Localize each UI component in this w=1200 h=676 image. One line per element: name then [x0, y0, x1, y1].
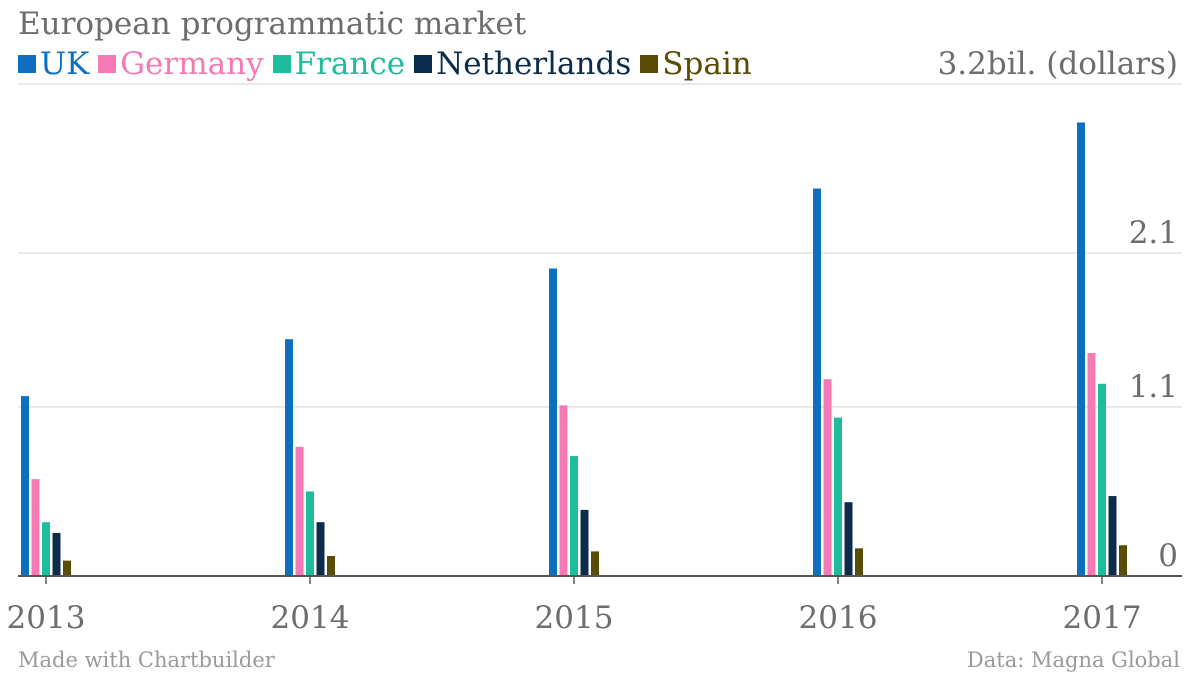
legend-swatch: [18, 55, 36, 73]
bar-uk-2016: [813, 188, 821, 577]
legend-item-france: France: [272, 46, 406, 82]
legend-item-netherlands: Netherlands: [414, 46, 631, 82]
bar-uk-2015: [549, 268, 557, 576]
bar-netherlands-2016: [844, 502, 853, 576]
footer-source: Data: Magna Global: [966, 648, 1180, 672]
legend-label: France: [294, 46, 406, 82]
bar-france-2013: [42, 522, 50, 576]
legend-label: Netherlands: [436, 46, 632, 82]
bar-germany-2014: [295, 446, 304, 576]
bar-germany-2016: [823, 379, 832, 576]
bar-uk-2017: [1077, 122, 1085, 576]
legend-item-uk: UK: [18, 46, 89, 82]
x-tick-label: 2016: [799, 600, 878, 636]
legend-swatch: [414, 55, 433, 73]
y-tick-label: 1.1: [1129, 369, 1178, 405]
y-tick-label: 0: [1158, 538, 1178, 574]
bar-netherlands-2013: [52, 532, 61, 576]
x-tick-label: 2015: [535, 600, 614, 636]
bar-germany-2013: [31, 479, 40, 576]
bar-spain-2013: [63, 560, 71, 576]
bar-spain-2016: [855, 548, 863, 576]
x-tick-label: 2014: [271, 600, 350, 636]
bar-france-2014: [306, 491, 314, 576]
y-axis-unit-label: 3.2bil. (dollars): [937, 46, 1178, 82]
bar-france-2017: [1098, 383, 1106, 576]
bar-germany-2015: [559, 405, 568, 576]
bar-uk-2013: [21, 396, 29, 576]
legend-item-germany: Germany: [98, 46, 264, 82]
bar-netherlands-2017: [1108, 496, 1117, 576]
legend-label: Spain: [662, 46, 752, 82]
y-tick-label: 2.1: [1129, 215, 1178, 251]
legend-item-spain: Spain: [640, 46, 752, 82]
bar-spain-2014: [327, 556, 335, 576]
x-tick-label: 2013: [7, 600, 86, 636]
legend-label: UK: [40, 46, 90, 82]
legend-swatch: [272, 55, 291, 73]
legend-swatch: [98, 55, 117, 73]
x-tick-label: 2017: [1063, 600, 1142, 636]
legend-label: Germany: [120, 46, 264, 82]
chart-title: European programmatic market: [18, 6, 527, 42]
bar-netherlands-2015: [580, 509, 589, 576]
legend-swatch: [640, 55, 659, 73]
bar-france-2015: [570, 456, 578, 576]
bar-uk-2014: [285, 339, 293, 576]
legend: UK Germany France Netherlands Spain: [18, 46, 761, 82]
bar-spain-2017: [1119, 545, 1127, 576]
bar-spain-2015: [591, 551, 599, 576]
footer-credit: Made with Chartbuilder: [18, 648, 275, 672]
bar-netherlands-2014: [316, 522, 325, 576]
bar-germany-2017: [1087, 353, 1096, 576]
bar-france-2016: [834, 417, 842, 576]
